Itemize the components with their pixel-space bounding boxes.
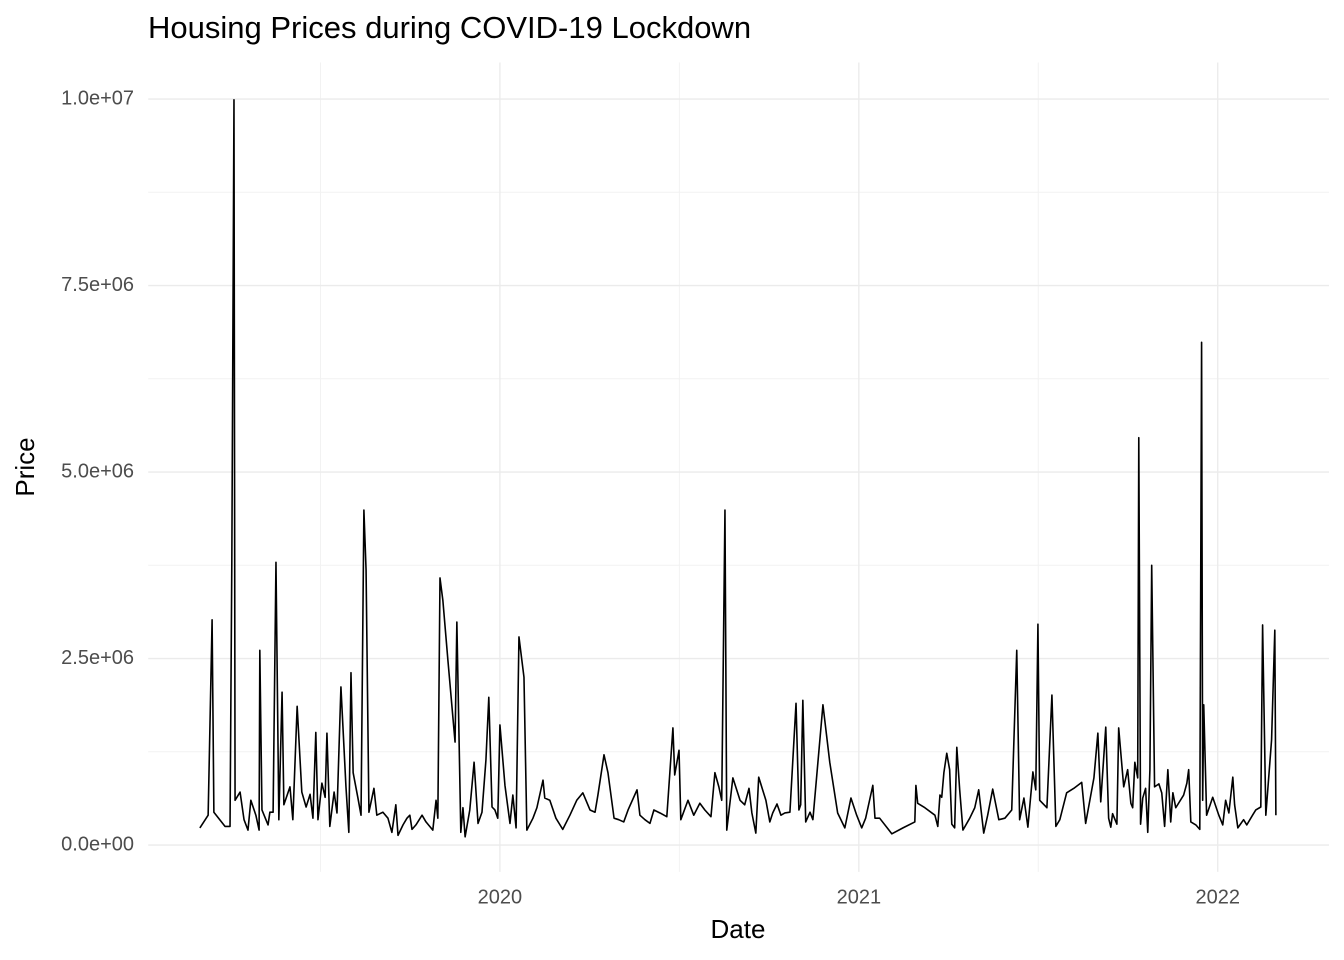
x-tick-label: 2021	[837, 886, 882, 908]
x-tick-label: 2022	[1195, 886, 1240, 908]
grid	[148, 62, 1329, 872]
y-tick-label: 0.0e+00	[61, 833, 134, 855]
x-axis-title: Date	[711, 914, 766, 944]
y-tick-label: 5.0e+06	[61, 460, 134, 482]
x-tick-label: 2020	[478, 886, 523, 908]
y-axis-title: Price	[10, 437, 40, 496]
y-tick-label: 1.0e+07	[61, 87, 134, 109]
chart-title: Housing Prices during COVID-19 Lockdown	[148, 10, 751, 45]
y-tick-label: 7.5e+06	[61, 274, 134, 296]
y-tick-label: 2.5e+06	[61, 647, 134, 669]
plot	[199, 99, 1277, 838]
price-line	[199, 99, 1277, 838]
